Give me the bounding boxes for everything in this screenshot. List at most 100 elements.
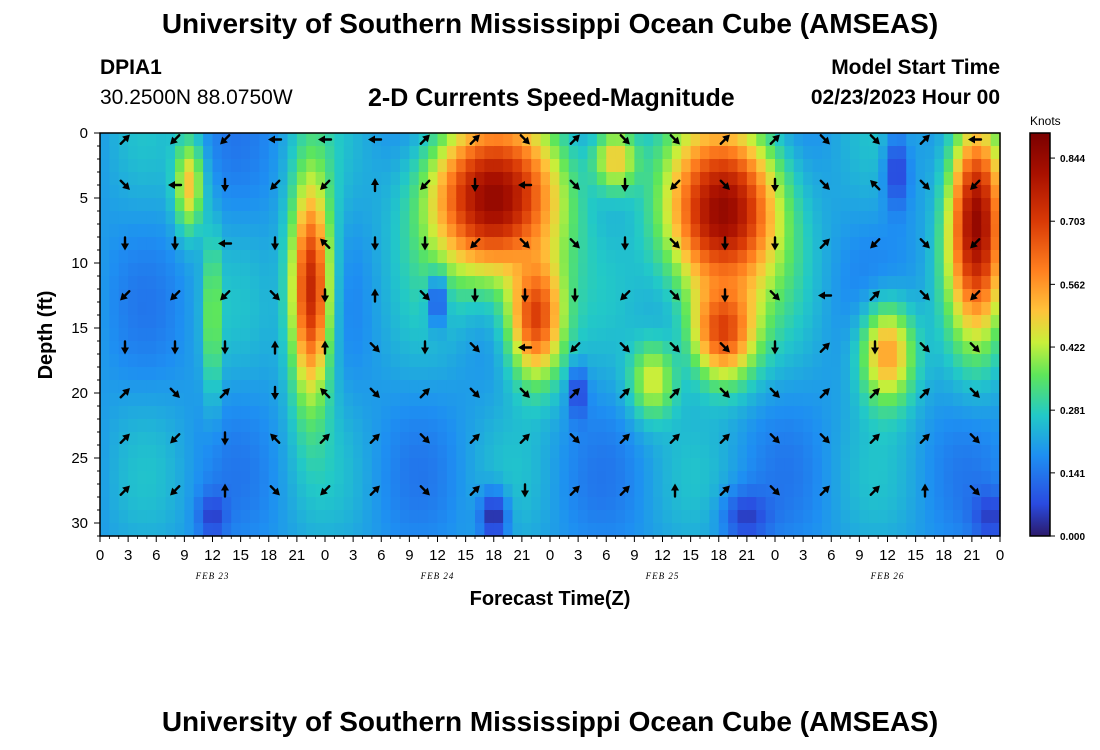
heatmap-cell <box>756 198 767 212</box>
heatmap-cell <box>512 263 523 277</box>
heatmap-cell <box>756 289 767 303</box>
heatmap-cell <box>981 341 992 355</box>
heatmap-cell <box>662 224 673 238</box>
heatmap-cell <box>137 289 148 303</box>
heatmap-cell <box>971 393 982 407</box>
heatmap-cell <box>718 250 729 264</box>
heatmap-cell <box>146 341 157 355</box>
heatmap-cell <box>728 172 739 186</box>
heatmap-cell <box>484 315 495 329</box>
heatmap-cell <box>662 341 673 355</box>
heatmap-cell <box>690 172 701 186</box>
heatmap-cell <box>653 302 664 316</box>
heatmap-cell <box>212 393 223 407</box>
heatmap-cell <box>240 367 251 381</box>
heatmap-cell <box>128 263 139 277</box>
heatmap-cell <box>193 419 204 433</box>
heatmap-cell <box>728 185 739 199</box>
heatmap-cell <box>212 432 223 446</box>
heatmap-cell <box>606 289 617 303</box>
heatmap-cell <box>812 458 823 472</box>
heatmap-cell <box>803 328 814 342</box>
heatmap-cell <box>109 523 120 537</box>
heatmap-cell <box>231 523 242 537</box>
heatmap-cell <box>765 471 776 485</box>
heatmap-cell <box>278 419 289 433</box>
heatmap-cell <box>606 341 617 355</box>
heatmap-cell <box>971 237 982 251</box>
heatmap-cell <box>868 315 879 329</box>
heatmap-cell <box>475 172 485 186</box>
heatmap-cell <box>596 341 607 355</box>
heatmap-cell <box>418 393 429 407</box>
heatmap-cell <box>446 367 457 381</box>
heatmap-cell <box>409 471 420 485</box>
heatmap-cell <box>615 198 626 212</box>
heatmap-cell <box>418 380 429 394</box>
current-arrow <box>220 290 231 301</box>
heatmap-cell <box>953 354 964 368</box>
heatmap-cell <box>484 497 495 511</box>
model-start-label: Model Start Time <box>831 56 1000 79</box>
heatmap-cell <box>531 367 542 381</box>
heatmap-cell <box>840 367 851 381</box>
heatmap-cell <box>906 458 917 472</box>
heatmap-cell <box>550 198 560 212</box>
current-arrow <box>569 179 580 190</box>
x-tick-label: 15 <box>232 547 249 564</box>
heatmap-cell <box>315 276 326 290</box>
heatmap-cell <box>690 146 701 160</box>
heatmap-cell <box>156 315 167 329</box>
heatmap-cell <box>943 146 954 160</box>
heatmap-cell <box>137 354 148 368</box>
heatmap-cell <box>146 419 157 433</box>
heatmap-cell <box>990 146 1001 160</box>
heatmap-cell <box>531 237 542 251</box>
heatmap-cell <box>296 432 307 446</box>
heatmap-cell <box>690 237 701 251</box>
heatmap-cell <box>390 367 401 381</box>
heatmap-cell <box>109 497 120 511</box>
heatmap-cell <box>681 432 692 446</box>
heatmap-cell <box>831 224 842 238</box>
x-axis-title: Forecast Time(Z) <box>470 588 631 610</box>
heatmap-cell <box>831 263 842 277</box>
x-tick-label: 6 <box>152 547 160 564</box>
heatmap-cell <box>240 341 251 355</box>
heatmap-cell <box>878 523 889 537</box>
heatmap-cell <box>446 406 457 420</box>
heatmap-cell <box>634 471 645 485</box>
heatmap-cell <box>484 328 495 342</box>
heatmap-cell <box>953 276 964 290</box>
heatmap-cell <box>306 380 317 394</box>
heatmap-cell <box>503 510 514 524</box>
heatmap-cell <box>512 224 523 238</box>
heatmap-cell <box>156 224 167 238</box>
heatmap-cell <box>906 276 917 290</box>
heatmap-cell <box>446 172 457 186</box>
heatmap-cell <box>821 419 832 433</box>
current-arrow <box>869 134 880 145</box>
heatmap-cell <box>550 211 560 225</box>
heatmap-cell <box>118 510 129 524</box>
heatmap-cell <box>943 419 954 433</box>
heatmap-cell <box>381 198 392 212</box>
heatmap-cell <box>643 211 654 225</box>
heatmap-cell <box>746 419 757 433</box>
heatmap-cell <box>962 471 973 485</box>
heatmap-cell <box>906 185 917 199</box>
heatmap-cell <box>587 406 598 420</box>
heatmap-cell <box>456 159 467 173</box>
heatmap-cell <box>259 172 270 186</box>
heatmap-cell <box>700 172 710 186</box>
heatmap-cell <box>484 445 495 459</box>
heatmap-cell <box>343 523 354 537</box>
heatmap-cell <box>784 198 795 212</box>
heatmap-cell <box>221 302 232 316</box>
heatmap-cell <box>615 523 626 537</box>
heatmap-cell <box>587 484 598 498</box>
heatmap-cell <box>625 341 635 355</box>
heatmap-cell <box>981 406 992 420</box>
heatmap-cell <box>746 237 757 251</box>
heatmap-cell <box>906 224 917 238</box>
